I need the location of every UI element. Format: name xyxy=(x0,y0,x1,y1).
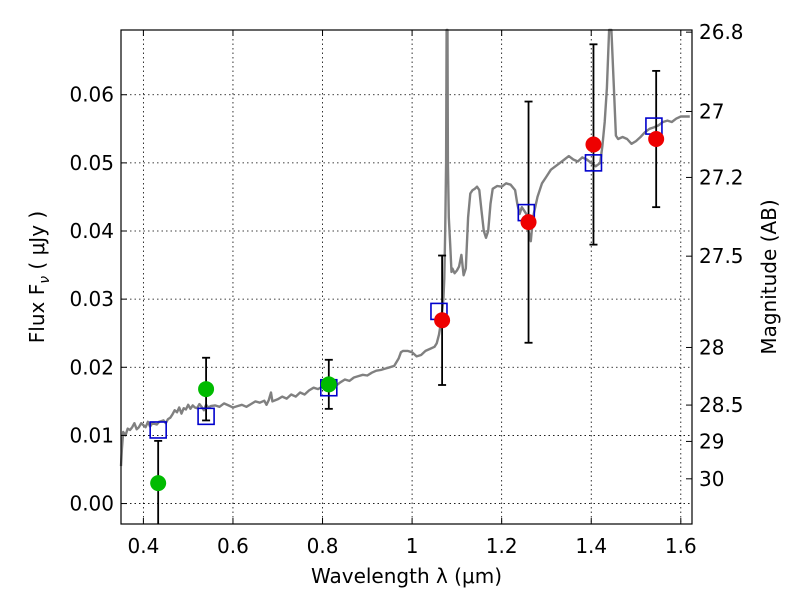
right-axis-tick-label: 27.5 xyxy=(699,244,744,268)
x-axis-label: Wavelength λ (μm) xyxy=(311,564,502,588)
right-axis-label: Magnitude (AB) xyxy=(757,199,781,354)
right-axis-tick-label: 27 xyxy=(699,99,724,123)
y-tick-label: 0.03 xyxy=(69,287,114,311)
model-photometry-markers xyxy=(149,117,663,439)
plot-frame xyxy=(120,29,693,525)
right-axis-tick-label: 29 xyxy=(699,429,724,453)
model-spectrum-line xyxy=(119,28,690,467)
y-axis-label-subscript: ν xyxy=(37,276,53,284)
model-photometry-box xyxy=(149,421,167,439)
x-tick-label: 0.6 xyxy=(217,534,249,558)
axis-ticks: 0.4 0.6 0.8 1 1.2 1.4 1.6 0.00 0.01 0.02 0.03 0.04 0… xyxy=(69,20,743,558)
y-tick-label: 0.02 xyxy=(69,355,114,379)
right-axis-tick-label: 28 xyxy=(699,335,724,359)
error-bars xyxy=(154,43,661,524)
y-tick-label: 0.04 xyxy=(69,219,114,243)
right-axis-tick-label: 27.2 xyxy=(699,165,744,189)
x-tick-label: 1.4 xyxy=(575,534,607,558)
model-photometry-box xyxy=(584,154,603,172)
right-axis-tick-label: 30 xyxy=(699,467,724,491)
observed-flux-markers xyxy=(150,131,665,492)
observed-flux-point-red xyxy=(520,214,537,231)
grid-lines xyxy=(121,30,692,524)
y-tick-label: 0.01 xyxy=(69,423,114,447)
y-tick-label: 0.00 xyxy=(69,492,114,516)
x-tick-label: 1.2 xyxy=(486,534,518,558)
y-axis-label-unit: ( μJy ) xyxy=(25,211,49,276)
x-tick-label: 0.8 xyxy=(307,534,339,558)
y-axis-label: Flux Fν ( μJy ) xyxy=(25,211,53,343)
observed-flux-point-red xyxy=(648,131,665,148)
observed-flux-point-red xyxy=(585,136,602,153)
observed-flux-point-red xyxy=(434,312,451,329)
observed-flux-point-green xyxy=(198,381,215,398)
y-tick-label: 0.06 xyxy=(69,83,114,107)
x-tick-label: 1.6 xyxy=(665,534,697,558)
model-photometry-box xyxy=(197,407,215,426)
x-tick-label: 0.4 xyxy=(127,534,159,558)
model-spectrum xyxy=(119,28,690,467)
right-axis-tick-label: 28.5 xyxy=(699,393,744,417)
observed-flux-point-green xyxy=(150,475,167,492)
y-tick-label: 0.05 xyxy=(69,151,114,175)
right-axis-tick-label: 26.8 xyxy=(699,20,744,44)
x-tick-label: 1 xyxy=(406,534,419,558)
y-axis-label-main: Flux F xyxy=(25,284,49,343)
observed-flux-point-green xyxy=(320,376,337,393)
